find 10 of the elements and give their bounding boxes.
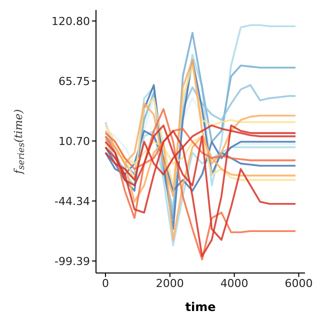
y-tick-label: 10.70	[58, 134, 90, 148]
y-tick-label: 65.75	[58, 74, 90, 88]
y-tick-label: -99.39	[54, 254, 90, 268]
x-tick-label: 6000	[284, 276, 313, 290]
x-tick-label: 2000	[156, 276, 184, 290]
x-axis-title: time	[185, 300, 216, 314]
y-tick-label: -44.34	[54, 194, 90, 208]
x-tick-label: 4000	[220, 276, 248, 290]
x-tick-label: 0	[102, 276, 109, 290]
y-tick-label: 120.80	[52, 14, 90, 28]
